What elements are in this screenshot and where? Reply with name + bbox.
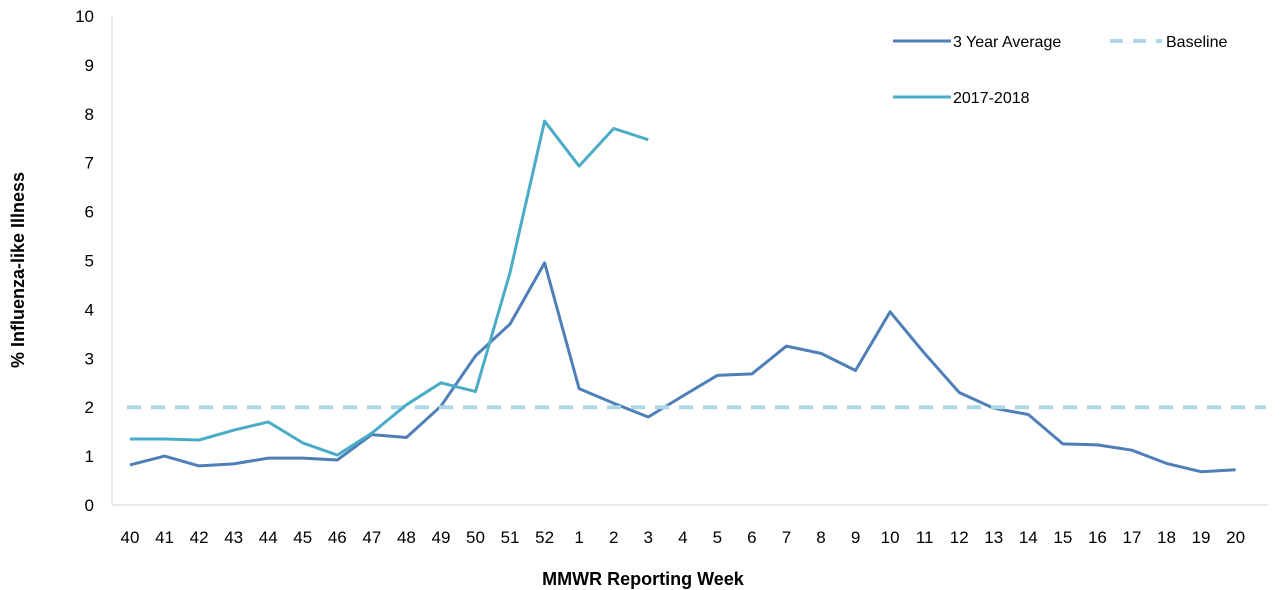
y-tick-label: 9: [85, 56, 94, 75]
series-layer: [127, 119, 1266, 474]
x-tick-label: 13: [984, 528, 1003, 547]
y-axis-ticks: 0 1 2 3 4 5 6 7 8 9 10: [75, 7, 94, 515]
x-tick-label: 15: [1053, 528, 1072, 547]
x-tick-label: 41: [155, 528, 174, 547]
x-tick-label: 52: [535, 528, 554, 547]
x-tick-label: 49: [431, 528, 450, 547]
y-tick-label: 3: [85, 349, 94, 368]
y-tick-label: 10: [75, 7, 94, 26]
legend-label: 3 Year Average: [953, 34, 1061, 51]
x-tick-label: 46: [328, 528, 347, 547]
x-tick-label: 14: [1019, 528, 1038, 547]
x-tick-label: 6: [747, 528, 756, 547]
y-axis-title: % Influenza-like Illness: [8, 172, 28, 368]
x-tick-label: 17: [1122, 528, 1141, 547]
x-tick-label: 8: [816, 528, 825, 547]
y-tick-label: 4: [85, 300, 94, 319]
x-tick-label: 43: [224, 528, 243, 547]
y-tick-label: 0: [85, 496, 94, 515]
legend-label: 2017-2018: [953, 90, 1030, 107]
x-tick-label: 11: [916, 528, 934, 547]
x-tick-label: 18: [1157, 528, 1176, 547]
x-tick-label: 47: [362, 528, 381, 547]
x-tick-label: 42: [190, 528, 209, 547]
y-tick-label: 6: [85, 203, 94, 222]
series-line-3-year-average: [129, 261, 1236, 474]
x-tick-label: 20: [1226, 528, 1245, 547]
x-axis-ticks: 40 41 42 43 44 45 46 47 48 49 50 51 52 1 2 3 4 5 6 7 8 9 10 11 1…: [121, 528, 1246, 547]
series-line-2017-2018: [130, 119, 649, 457]
y-tick-label: 1: [85, 447, 94, 466]
x-tick-label: 4: [678, 528, 687, 547]
x-tick-label: 19: [1192, 528, 1211, 547]
x-tick-label: 48: [397, 528, 416, 547]
x-tick-label: 50: [466, 528, 485, 547]
x-tick-label: 12: [950, 528, 969, 547]
x-tick-label: 2: [609, 528, 618, 547]
x-tick-label: 16: [1088, 528, 1107, 547]
x-tick-label: 44: [259, 528, 278, 547]
y-tick-label: 5: [85, 252, 94, 271]
y-tick-label: 7: [85, 154, 94, 173]
x-tick-label: 10: [881, 528, 900, 547]
x-tick-label: 7: [782, 528, 791, 547]
y-tick-label: 8: [85, 105, 94, 124]
x-tick-label: 1: [574, 528, 583, 547]
x-tick-label: 40: [121, 528, 140, 547]
y-tick-label: 2: [85, 398, 94, 417]
x-tick-label: 3: [644, 528, 653, 547]
legend-label: Baseline: [1166, 34, 1227, 51]
legend: 3 Year Average Baseline 2017-2018: [893, 34, 1227, 107]
x-axis-title: MMWR Reporting Week: [542, 569, 745, 589]
x-tick-label: 51: [501, 528, 520, 547]
x-tick-label: 45: [293, 528, 312, 547]
x-tick-label: 9: [851, 528, 860, 547]
x-tick-label: 5: [713, 528, 722, 547]
